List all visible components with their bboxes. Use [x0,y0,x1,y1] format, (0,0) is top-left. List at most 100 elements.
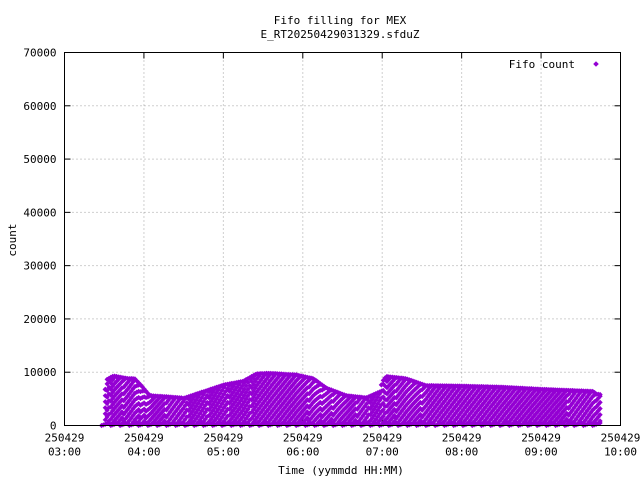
data-point [260,387,266,394]
data-point [380,381,386,387]
data-point [304,415,310,421]
data-point [438,416,444,423]
data-point [427,405,433,411]
data-point [384,415,390,421]
data-point [397,417,403,423]
data-point [113,379,119,385]
data-point [541,395,548,401]
data-point [245,393,251,399]
data-point [528,410,535,416]
data-point [300,407,307,413]
data-point [436,392,442,399]
data-point [534,409,540,416]
data-point [432,417,438,423]
data-point [514,409,520,416]
data-point [312,411,318,417]
data-point [245,406,251,412]
data-point [193,403,199,409]
data-point [512,393,518,399]
data-point [421,391,427,398]
data-point [391,382,397,389]
x-tick-label-date: 250429 [283,432,323,445]
data-point [434,415,440,421]
data-point [375,420,381,426]
data-point [241,378,247,384]
data-point [300,389,307,395]
data-point [228,404,234,410]
data-point [158,411,164,417]
data-point [417,405,423,412]
data-point [134,408,140,414]
data-point [147,417,153,424]
data-point [384,420,390,426]
data-point [534,415,540,422]
data-point [113,403,119,409]
data-point [430,406,436,412]
data-point [538,417,544,423]
data-point [415,395,422,401]
data-point [438,410,444,416]
data-point [258,377,264,383]
data-point [451,393,457,399]
data-point [515,401,522,407]
data-point [564,404,570,411]
data-point [269,408,275,414]
data-point [389,396,396,403]
data-point [412,387,418,393]
data-point [267,417,273,423]
data-point [115,395,121,401]
data-point [302,380,309,387]
data-point [273,403,279,409]
data-point [239,389,246,395]
data-point [549,404,555,410]
data-point [419,414,425,420]
data-point [300,382,307,389]
data-point [210,420,216,426]
data-point [289,408,296,414]
data-point [267,404,273,410]
data-point [106,418,112,424]
data-point [106,411,112,417]
data-point [252,397,258,404]
data-point [517,399,524,405]
data-point [282,385,288,391]
data-point [219,414,225,420]
data-point [243,415,249,422]
data-point [530,408,536,414]
data-point [128,401,134,408]
data-point [571,391,577,397]
data-point [113,415,119,421]
data-point [389,378,396,385]
data-point [597,418,603,424]
data-point [588,410,594,416]
data-point [525,408,531,414]
data-point [123,402,129,408]
data-point [530,402,536,408]
data-point [540,403,546,409]
data-point [115,401,121,407]
data-point [280,374,286,381]
data-point [532,418,538,424]
data-point [593,397,600,404]
data-point [395,413,401,419]
data-point [504,396,511,402]
data-point [521,394,527,400]
data-point [554,403,561,410]
data-point [532,412,538,418]
plot-frame [64,52,621,426]
data-point [271,405,277,412]
data-point [312,376,318,383]
data-point [447,398,453,404]
data-point [119,403,125,409]
data-point [415,420,422,426]
data-point [200,392,207,398]
data-point [528,392,535,398]
data-point [124,386,131,392]
data-point [521,419,527,425]
data-point [593,404,600,410]
data-point [241,405,247,411]
data-point [430,386,436,393]
x-tick-label-time: 06:00 [286,446,319,459]
data-point [256,412,262,418]
data-point [247,417,253,423]
